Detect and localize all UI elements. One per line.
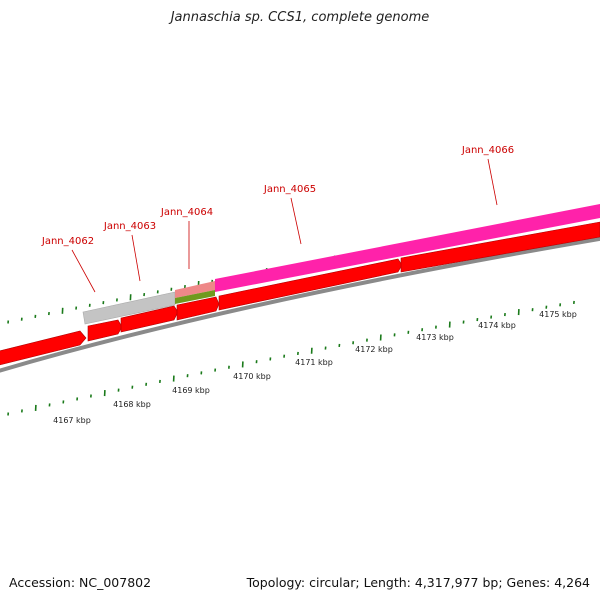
kbp-label: 4172 kbp bbox=[355, 345, 393, 354]
kbp-label: 4169 kbp bbox=[172, 386, 210, 395]
gene-label: Jann_4064 bbox=[160, 207, 213, 218]
kbp-label: 4168 kbp bbox=[113, 400, 151, 409]
kbp-label: 4174 kbp bbox=[478, 321, 516, 330]
gene-block-olive bbox=[175, 290, 215, 304]
kbp-label: 4175 kbp bbox=[539, 310, 577, 319]
genome-summary-text: Topology: circular; Length: 4,317,977 bp… bbox=[246, 575, 590, 590]
accession-text: Accession: NC_007802 bbox=[9, 575, 152, 590]
kbp-label: 4167 kbp bbox=[53, 416, 91, 425]
gene-jann-4065-block bbox=[215, 204, 600, 292]
gene-jann-4063-block bbox=[82, 291, 176, 325]
gene-label: Jann_4065 bbox=[263, 184, 316, 195]
gene-leader-line bbox=[71, 249, 96, 293]
kbp-label: 4171 kbp bbox=[295, 358, 333, 367]
gene-label: Jann_4066 bbox=[461, 145, 514, 156]
kbp-labels: 4167 kbp 4168 kbp 4169 kbp 4170 kbp 4171 kbp… bbox=[53, 310, 577, 425]
gene-leader-line bbox=[290, 197, 302, 245]
cds-arrow-4 bbox=[176, 296, 220, 321]
gene-label: Jann_4062 bbox=[41, 236, 94, 247]
cds-arrow-3 bbox=[120, 305, 179, 333]
cds-arrow-1 bbox=[0, 330, 87, 366]
genome-backbone bbox=[0, 236, 600, 373]
genome-title: Jannaschia sp. CCS1, complete genome bbox=[170, 10, 430, 25]
kbp-label: 4170 kbp bbox=[233, 372, 271, 381]
gene-leader-line bbox=[487, 158, 498, 206]
gene-block-pink bbox=[175, 281, 215, 298]
gene-leader-line bbox=[131, 234, 141, 282]
gene-labels: Jann_4062 Jann_4063 Jann_4064 Jann_4065 Jann… bbox=[41, 145, 514, 293]
cds-arrow-5 bbox=[218, 258, 403, 311]
cds-arrow-2 bbox=[87, 319, 123, 342]
cds-arrow-6 bbox=[400, 221, 600, 273]
kbp-label: 4173 kbp bbox=[416, 333, 454, 342]
feature-tracks bbox=[0, 204, 600, 373]
inner-tick-marks bbox=[7, 300, 575, 416]
gene-label: Jann_4063 bbox=[103, 221, 156, 232]
